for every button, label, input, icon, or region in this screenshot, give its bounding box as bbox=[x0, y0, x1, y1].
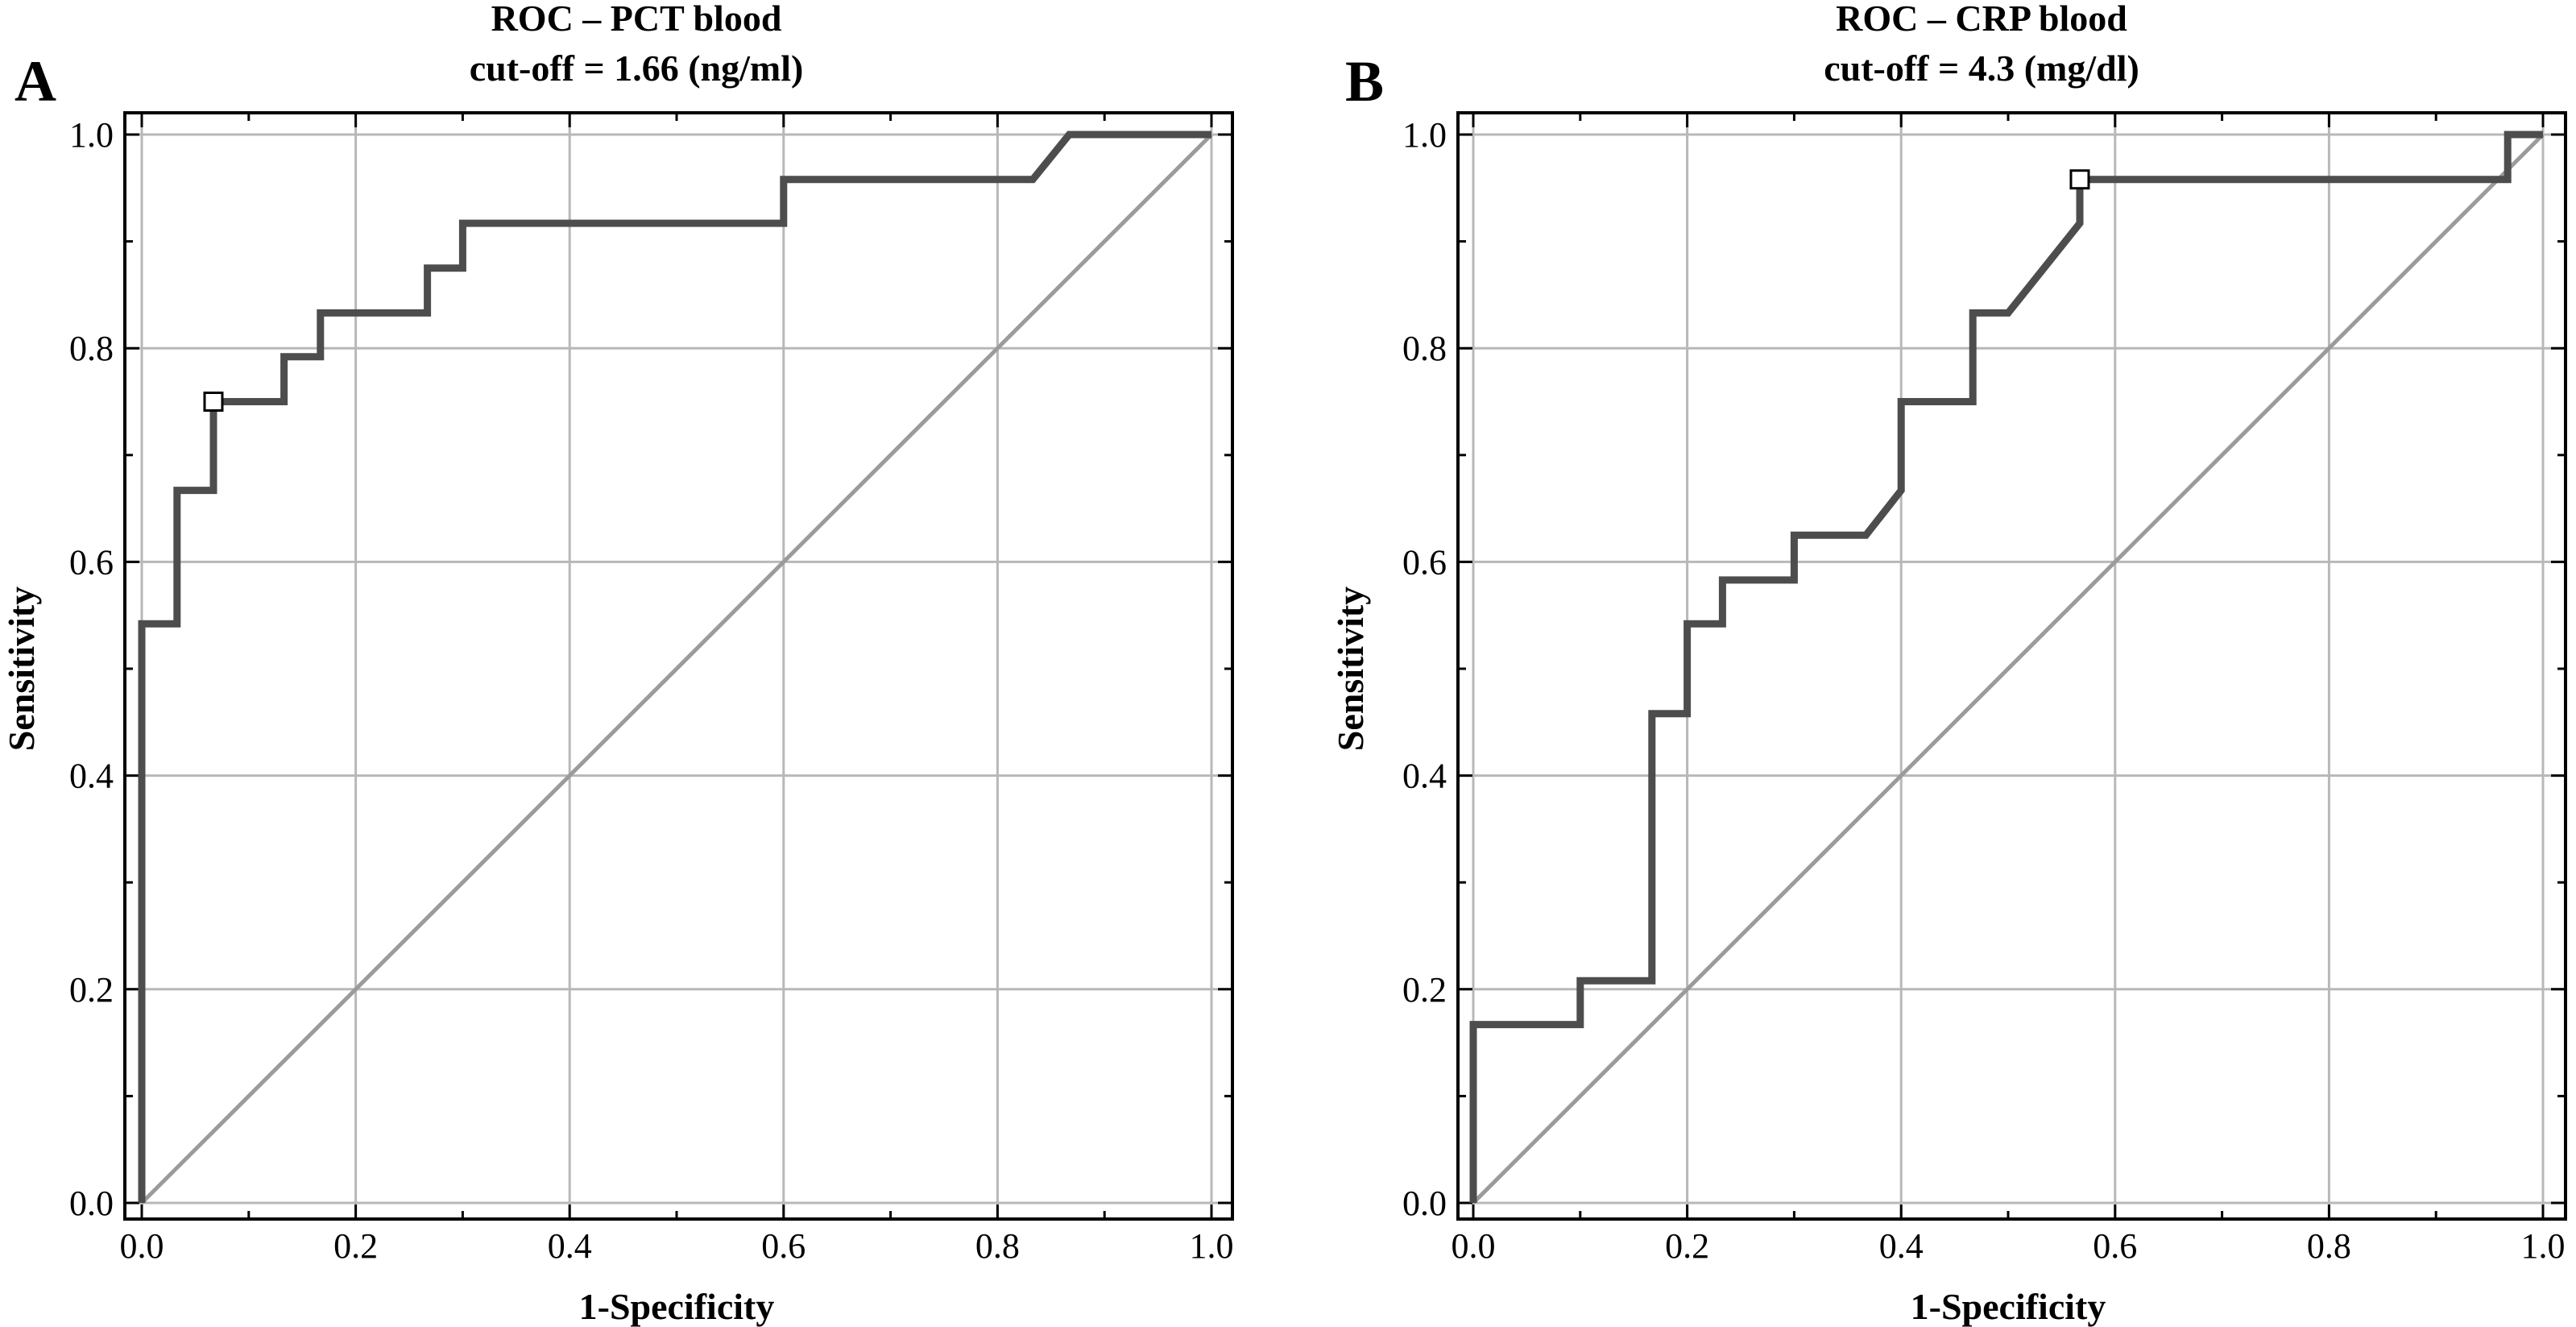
x-tick-label: 0.0 bbox=[1452, 1226, 1496, 1266]
x-tick-label: 0.4 bbox=[548, 1226, 592, 1266]
chart-title: ROC – CRP blood bbox=[1836, 0, 2127, 39]
y-tick-label: 0.8 bbox=[69, 329, 114, 368]
x-tick-label: 0.8 bbox=[975, 1226, 1020, 1266]
x-tick-label: 0.0 bbox=[120, 1226, 164, 1266]
x-tick-label: 0.6 bbox=[2093, 1226, 2137, 1266]
x-axis-label: 1-Specificity bbox=[1911, 1286, 2106, 1327]
x-tick-label: 0.8 bbox=[2307, 1226, 2351, 1266]
y-tick-label: 1.0 bbox=[1402, 115, 1447, 155]
x-tick-label: 0.2 bbox=[1665, 1226, 1709, 1266]
x-tick-label: 0.4 bbox=[1879, 1226, 1924, 1266]
y-tick-label: 0.2 bbox=[69, 970, 114, 1010]
chart-title: ROC – PCT blood bbox=[491, 0, 782, 39]
plot-frame bbox=[1456, 111, 2567, 1221]
y-tick-label: 0.0 bbox=[1402, 1184, 1447, 1223]
x-tick-label: 0.6 bbox=[761, 1226, 806, 1266]
y-tick-label: 0.4 bbox=[69, 757, 114, 796]
gridlines bbox=[125, 113, 1232, 1219]
chart-panel-b: B ROC – CRP blood cut-off = 4.3 (mg/dl) 0.0… bbox=[1330, 0, 2567, 1327]
y-tick-label: 0.6 bbox=[1402, 542, 1447, 582]
x-tick-label: 1.0 bbox=[1190, 1226, 1234, 1266]
y-axis-label: Sensitivity bbox=[1, 587, 42, 751]
panel-label: B bbox=[1345, 49, 1384, 114]
roc-curve-line bbox=[138, 131, 1211, 1203]
y-axis-label: Sensitivity bbox=[1330, 587, 1371, 751]
tick-marks bbox=[125, 113, 1232, 1219]
x-tick-label: 1.0 bbox=[2521, 1226, 2566, 1266]
cutoff-point-marker bbox=[2069, 169, 2090, 190]
chart-subtitle: cut-off = 4.3 (mg/dl) bbox=[1824, 48, 2139, 89]
reference-line bbox=[140, 133, 1213, 1205]
roc-curve-line bbox=[1469, 131, 2543, 1203]
y-tick-label: 0.0 bbox=[69, 1184, 114, 1223]
plot-frame bbox=[123, 111, 1234, 1221]
y-tick-label: 0.8 bbox=[1402, 329, 1447, 368]
y-tick-label: 0.2 bbox=[1402, 970, 1447, 1010]
gridlines bbox=[1458, 113, 2566, 1219]
y-tick-label: 0.6 bbox=[69, 542, 114, 582]
panel-label: A bbox=[14, 49, 56, 114]
reference-line bbox=[1472, 133, 2545, 1205]
cutoff-point-marker bbox=[203, 392, 224, 412]
chart-panel-a: A ROC – PCT blood cut-off = 1.66 (ng/ml) 0.… bbox=[1, 0, 1234, 1327]
chart-subtitle: cut-off = 1.66 (ng/ml) bbox=[470, 48, 804, 89]
x-axis-label: 1-Specificity bbox=[579, 1286, 775, 1327]
x-tick-label: 0.2 bbox=[333, 1226, 378, 1266]
y-tick-label: 0.4 bbox=[1402, 757, 1447, 796]
y-tick-label: 1.0 bbox=[69, 115, 114, 155]
